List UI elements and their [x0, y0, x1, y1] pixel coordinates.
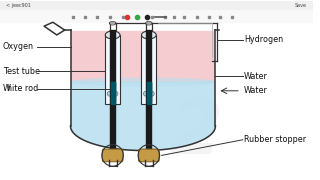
- Ellipse shape: [105, 31, 120, 39]
- Bar: [0, 22, 313, 177]
- Text: Rubber stopper: Rubber stopper: [244, 135, 306, 144]
- Ellipse shape: [147, 22, 151, 24]
- Text: Oxygen: Oxygen: [3, 42, 34, 51]
- Ellipse shape: [146, 22, 152, 25]
- Bar: [141, 35, 156, 103]
- Bar: [147, 82, 151, 104]
- Text: Save: Save: [294, 3, 307, 8]
- Text: Water: Water: [244, 72, 268, 81]
- Text: est tube: est tube: [7, 67, 40, 76]
- Text: T: T: [3, 67, 8, 76]
- Text: hite rod: hite rod: [7, 84, 38, 93]
- Ellipse shape: [110, 22, 116, 25]
- Polygon shape: [70, 82, 215, 150]
- Text: Hydrogen: Hydrogen: [244, 35, 283, 44]
- FancyBboxPatch shape: [102, 149, 123, 162]
- Bar: [105, 35, 120, 103]
- Ellipse shape: [71, 78, 214, 86]
- Bar: [147, 82, 151, 102]
- Ellipse shape: [111, 22, 115, 24]
- Circle shape: [146, 84, 151, 88]
- Text: Water: Water: [244, 86, 268, 95]
- Circle shape: [110, 84, 115, 88]
- Bar: [146, 30, 151, 155]
- Bar: [0, 10, 313, 22]
- Circle shape: [143, 91, 148, 96]
- Circle shape: [107, 91, 112, 96]
- Bar: [110, 30, 115, 155]
- Bar: [111, 82, 115, 102]
- Bar: [111, 82, 115, 104]
- Circle shape: [149, 91, 154, 96]
- Circle shape: [113, 91, 118, 96]
- Text: 2: 2: [169, 96, 222, 170]
- Bar: [0, 1, 313, 10]
- Text: < jeec901: < jeec901: [6, 3, 31, 8]
- Ellipse shape: [141, 31, 156, 39]
- Bar: [71, 31, 214, 82]
- FancyBboxPatch shape: [139, 149, 159, 162]
- Text: W: W: [3, 84, 11, 93]
